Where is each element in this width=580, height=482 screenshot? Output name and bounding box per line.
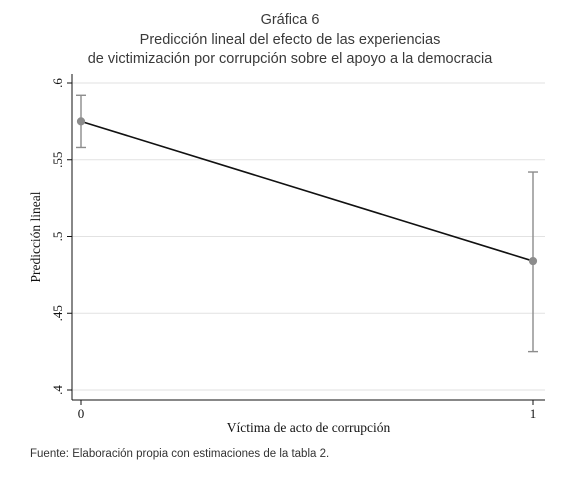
y-tick-label: .4 — [50, 385, 65, 395]
grid-lines — [72, 82, 545, 391]
x-axis-label: Víctima de acto de corrupción — [227, 420, 391, 435]
chart-title-line-2: Predicción lineal del efecto de las expe… — [139, 32, 441, 48]
axes — [67, 74, 545, 405]
x-tick-label: 1 — [530, 406, 537, 421]
chart-title-line-1: Gráfica 6 — [260, 12, 320, 28]
y-tick-label: .55 — [50, 152, 65, 168]
source-note: Fuente: Elaboración propia con estimacio… — [30, 448, 330, 460]
y-tick-label: .5 — [50, 232, 65, 242]
y-axis-label: Predicción lineal — [28, 191, 43, 282]
x-tick-label: 0 — [78, 406, 85, 421]
data-point — [76, 117, 86, 126]
y-tick-label: .6 — [50, 78, 65, 88]
data-points — [76, 117, 538, 266]
data-point — [528, 256, 538, 266]
series-lines — [80, 120, 534, 262]
series-line-0 — [80, 120, 534, 262]
chart-title-line-3: de victimización por corrupción sobre el… — [87, 51, 493, 67]
y-tick-label: .45 — [50, 305, 65, 321]
axis-labels: .4 .45 .5 .55 .6 0 1 Víctima de acto de corrupc… — [28, 78, 536, 435]
